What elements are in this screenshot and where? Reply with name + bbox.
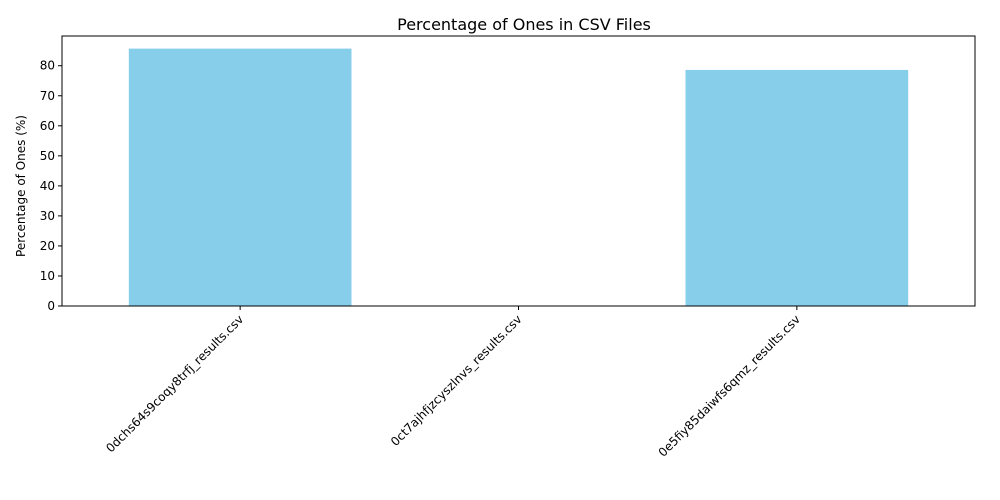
bar-2 <box>685 69 909 306</box>
y-tick-label-3: 30 <box>40 209 55 223</box>
y-tick-label-4: 40 <box>40 179 55 193</box>
x-tick-label-2: 0e5fiy85daiwfs6qmz_results.csv <box>656 312 803 459</box>
y-tick-label-6: 60 <box>40 119 55 133</box>
y-tick-label-1: 10 <box>40 269 55 283</box>
y-tick-label-5: 50 <box>40 149 55 163</box>
x-tick-label-1: 0ct7ajhfjzcyszlnvs_results.csv <box>388 312 525 449</box>
y-tick-label-8: 80 <box>40 59 55 73</box>
y-tick-label-2: 20 <box>40 239 55 253</box>
bar-0 <box>128 48 352 306</box>
chart-title: Percentage of Ones in CSV Files <box>397 15 651 34</box>
y-tick-label-7: 70 <box>40 89 55 103</box>
y-tick-label-0: 0 <box>47 299 55 313</box>
plot-area: 0 10 20 30 40 50 60 70 80 0dchs64s9coqy8trfj_resu… <box>40 35 976 460</box>
x-tick-label-0: 0dchs64s9coqy8trfj_results.csv <box>103 312 246 455</box>
y-axis-label: Percentage of Ones (%) <box>14 115 28 257</box>
